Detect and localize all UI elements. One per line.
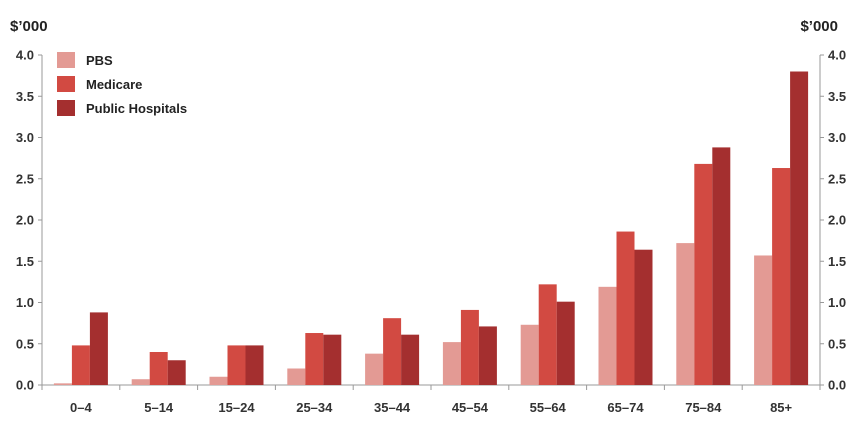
bar [694, 163, 713, 385]
y-tick-label-right: 0.0 [828, 378, 846, 393]
y-tick-label-left: 1.0 [16, 295, 34, 310]
y-tick-label-right: 1.0 [828, 295, 846, 310]
bar [598, 286, 617, 385]
bar [634, 249, 653, 385]
bar [676, 243, 695, 385]
bar [209, 376, 228, 385]
y-tick-label-right: 3.0 [828, 130, 846, 145]
left-axis-unit: $’000 [10, 18, 48, 35]
y-tick-label-right: 4.0 [828, 48, 846, 63]
bar [442, 342, 461, 385]
y-tick-label-left: 3.5 [16, 89, 34, 104]
y-tick-label-left: 0.5 [16, 336, 34, 351]
bar [365, 353, 384, 385]
x-tick-label: 5–14 [144, 400, 174, 415]
bar [460, 309, 479, 385]
bar [89, 312, 108, 385]
x-tick-label: 35–44 [374, 400, 411, 415]
y-tick-label-left: 3.0 [16, 130, 34, 145]
legend-swatch [57, 100, 75, 116]
legend-swatch [57, 52, 75, 68]
right-axis-unit: $’000 [800, 18, 838, 35]
bars-group [53, 71, 809, 385]
bar [305, 333, 324, 385]
y-tick-label-right: 1.5 [828, 254, 846, 269]
bar [520, 324, 539, 385]
bar [53, 383, 72, 385]
bar [556, 301, 575, 385]
y-tick-label-left: 1.5 [16, 254, 34, 269]
legend-label: PBS [86, 53, 113, 68]
y-tick-label-right: 0.5 [828, 336, 846, 351]
bar [401, 334, 420, 385]
legend-label: Public Hospitals [86, 101, 187, 116]
y-tick-label-left: 2.0 [16, 213, 34, 228]
y-tick-label-right: 2.5 [828, 171, 846, 186]
left-axis-ticks: 0.0 0.5 1.0 1.5 2.0 2.5 3.0 3.5 4.0 [16, 48, 42, 393]
x-tick-label: 65–74 [607, 400, 644, 415]
x-tick-label: 0–4 [70, 400, 92, 415]
y-tick-label-left: 4.0 [16, 48, 34, 63]
legend-label: Medicare [86, 77, 142, 92]
bar [616, 231, 635, 385]
category-labels: 0–4 5–14 15–24 25–34 35–44 45–54 55–64 65–74 75–… [70, 400, 792, 415]
bar [167, 360, 186, 385]
x-tick-label: 85+ [770, 400, 792, 415]
bar [772, 168, 791, 385]
y-tick-label-left: 2.5 [16, 171, 34, 186]
y-tick-label-right: 3.5 [828, 89, 846, 104]
bar [227, 345, 246, 385]
bar [478, 326, 497, 385]
bar [712, 147, 731, 385]
bar [245, 345, 264, 385]
legend: PBS Medicare Public Hospitals [57, 52, 187, 116]
x-tick-label: 15–24 [218, 400, 255, 415]
bar [790, 71, 809, 385]
x-axis-ticks [41, 385, 821, 390]
bar [323, 334, 342, 385]
x-tick-label: 25–34 [296, 400, 333, 415]
bar [149, 352, 168, 385]
right-axis-ticks: 0.0 0.5 1.0 1.5 2.0 2.5 3.0 3.5 4.0 [820, 48, 846, 393]
y-tick-label-right: 2.0 [828, 213, 846, 228]
y-tick-label-left: 0.0 [16, 378, 34, 393]
bar [71, 345, 90, 385]
x-tick-label: 55–64 [530, 400, 567, 415]
legend-swatch [57, 76, 75, 92]
x-tick-label: 45–54 [452, 400, 489, 415]
bar [538, 284, 557, 385]
bar [287, 368, 306, 385]
bar [131, 379, 150, 385]
x-tick-label: 75–84 [685, 400, 722, 415]
bar [754, 255, 773, 385]
bar [383, 318, 402, 385]
